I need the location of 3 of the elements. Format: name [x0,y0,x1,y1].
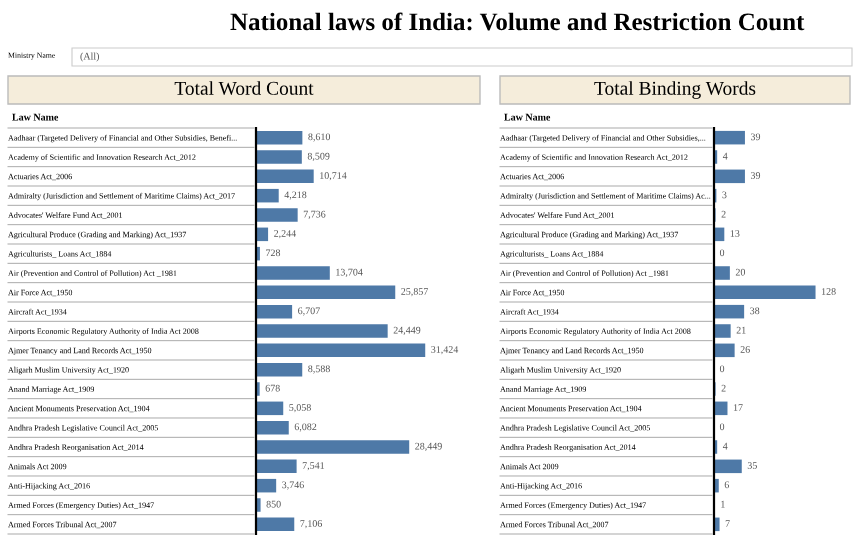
chart-subtitle: Total Word Count [174,81,314,95]
chart-title: Total Binding Words [594,81,756,99]
text: National laws of India: Volume and Restriction Count [230,12,805,31]
